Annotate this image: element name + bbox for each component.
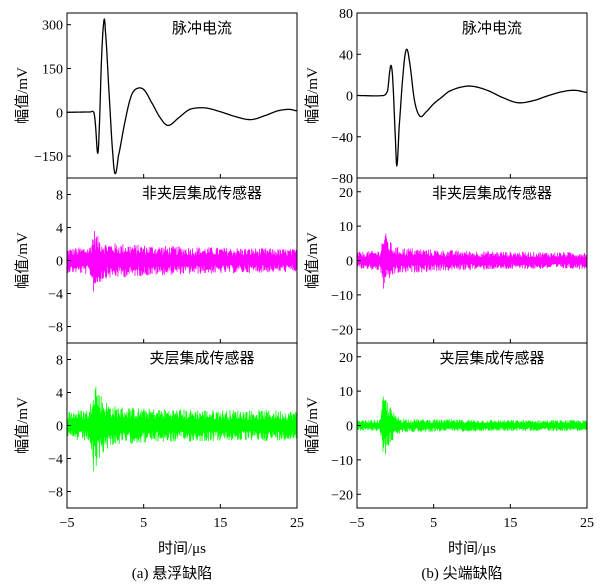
x-tick-label: 5 <box>140 516 147 531</box>
chart-column-a: 3001500−150脉冲电流幅值/mV840−4−8非夹层集成传感器幅值/mV… <box>14 12 304 582</box>
y-tick-label: 10 <box>339 385 353 400</box>
y-tick-label: 20 <box>339 186 353 201</box>
y-tick-label: 0 <box>56 255 63 270</box>
x-tick-label: 15 <box>503 516 517 531</box>
x-axis-label: 时间/μs <box>158 540 206 557</box>
y-tick-label: 0 <box>346 420 353 435</box>
y-tick-label: 40 <box>339 48 353 63</box>
y-tick-label: 0 <box>56 106 63 121</box>
plot-frame <box>356 12 588 179</box>
panel-title: 夹层集成传感器 <box>439 350 544 367</box>
y-tick-label: 0 <box>56 420 63 435</box>
y-tick-label: −8 <box>48 486 63 501</box>
y-axis-label: 幅值/mV <box>14 67 31 124</box>
y-tick-label: −40 <box>331 131 353 146</box>
y-tick-label: 0 <box>346 90 353 105</box>
y-tick-label: 300 <box>42 19 63 34</box>
figure-caption: (b) 尖端缺陷 <box>421 565 502 582</box>
x-tick-label: 25 <box>580 516 594 531</box>
y-tick-label: 20 <box>339 351 353 366</box>
chart-column-b: 80400−40−80脉冲电流幅值/mV20100−10−20非夹层集成传感器幅… <box>304 7 594 582</box>
series-signal <box>67 386 297 472</box>
y-tick-label: 4 <box>56 387 63 402</box>
x-tick-label: −5 <box>350 516 365 531</box>
x-tick-label: −5 <box>60 516 75 531</box>
y-tick-label: 80 <box>339 7 353 22</box>
y-tick-label: −10 <box>331 454 353 469</box>
panel-title: 脉冲电流 <box>172 20 232 37</box>
y-axis-label: 幅值/mV <box>304 232 321 289</box>
panel-title: 非夹层集成传感器 <box>142 185 262 202</box>
y-tick-label: −8 <box>48 321 63 336</box>
x-tick-label: 15 <box>213 516 227 531</box>
y-axis-label: 幅值/mV <box>304 67 321 124</box>
y-axis-label: 幅值/mV <box>14 397 31 454</box>
series-signal <box>357 396 587 455</box>
y-tick-label: −4 <box>48 453 63 468</box>
panel-title: 夹层集成传感器 <box>149 350 254 367</box>
y-tick-label: −4 <box>48 288 63 303</box>
y-tick-label: −80 <box>331 172 353 187</box>
y-tick-label: 10 <box>339 220 353 235</box>
y-tick-label: 0 <box>346 255 353 270</box>
figure-caption: (a) 悬浮缺陷 <box>132 565 212 582</box>
plot-frame <box>66 12 298 179</box>
panel-title: 脉冲电流 <box>462 20 522 37</box>
series-line <box>67 18 297 175</box>
x-axis-label: 时间/μs <box>448 540 496 557</box>
y-tick-label: 8 <box>56 189 63 204</box>
y-tick-label: −20 <box>331 488 353 503</box>
x-tick-label: 5 <box>430 516 437 531</box>
y-axis-label: 幅值/mV <box>14 232 31 289</box>
y-tick-label: −150 <box>34 150 63 165</box>
x-tick-label: 25 <box>290 516 304 531</box>
y-tick-label: −10 <box>331 289 353 304</box>
y-tick-label: 8 <box>56 354 63 369</box>
y-tick-label: 150 <box>42 62 63 77</box>
series-line <box>357 48 587 167</box>
y-axis-label: 幅值/mV <box>304 397 321 454</box>
series-signal <box>67 231 297 292</box>
series-signal <box>357 233 587 289</box>
y-tick-label: 4 <box>56 222 63 237</box>
panel-title: 非夹层集成传感器 <box>432 185 552 202</box>
y-tick-label: −20 <box>331 323 353 338</box>
